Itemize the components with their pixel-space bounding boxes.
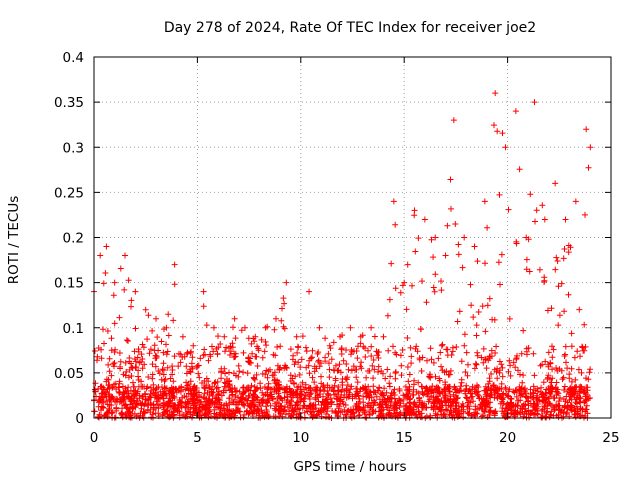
roti-peak-point: [432, 234, 439, 241]
roti-peak-point: [450, 117, 457, 124]
roti-peak-point: [142, 306, 149, 313]
grid-lines: [94, 57, 611, 418]
roti-peak-point: [583, 126, 590, 133]
roti-peak-point: [380, 333, 387, 340]
roti-peak-point: [541, 216, 548, 223]
roti-point-cloud: [91, 122, 594, 421]
y-tick-label: 0: [75, 411, 84, 427]
x-tick-label: 10: [292, 430, 309, 446]
roti-peak-point: [523, 234, 530, 241]
y-tick-label: 0.15: [54, 276, 84, 292]
roti-peak-point: [132, 288, 139, 295]
roti-peak-point: [461, 234, 468, 241]
axis-ticks: [93, 56, 612, 419]
roti-peak-point: [442, 252, 449, 259]
y-tick-label: 0.25: [54, 185, 84, 201]
roti-peak-point: [171, 261, 178, 268]
roti-peak-point: [111, 279, 118, 286]
roti-peak-point: [512, 108, 519, 115]
roti-peak-point: [316, 324, 323, 331]
roti-peak-point: [252, 333, 259, 340]
roti-peak-point: [347, 324, 354, 331]
roti-peak-point: [572, 198, 579, 205]
y-tick-label: 0.1: [63, 321, 84, 337]
roti-peak-point: [357, 333, 364, 340]
roti-peak-point: [179, 333, 186, 340]
roti-peak-point: [390, 198, 397, 205]
roti-peak-point: [97, 252, 104, 259]
y-tick-label: 0.3: [63, 140, 84, 156]
roti-peak-point: [421, 216, 428, 223]
x-tick-label: 25: [602, 430, 619, 446]
roti-peak-point: [401, 279, 408, 286]
roti-peak-point: [293, 333, 300, 340]
x-tick-label: 20: [499, 430, 516, 446]
x-tick-label: 5: [193, 430, 202, 446]
roti-peak-point: [492, 90, 499, 97]
roti-peak-point: [368, 324, 375, 331]
roti-peak-point: [231, 315, 238, 322]
y-tick-label: 0.4: [63, 50, 84, 66]
chart-title: Day 278 of 2024, Rate Of TEC Index for r…: [164, 20, 536, 36]
roti-peak-point: [471, 243, 478, 250]
roti-peak-point: [562, 216, 569, 223]
y-tick-label: 0.05: [54, 366, 84, 382]
roti-peak-point: [221, 333, 228, 340]
x-tick-labels: 0 5 10 15 20 25: [90, 430, 620, 446]
data-points: [91, 90, 594, 421]
roti-peak-point: [241, 324, 248, 331]
roti-peak-point: [411, 207, 418, 214]
roti-peak-point: [531, 99, 538, 106]
roti-peak-point: [326, 342, 333, 349]
roti-peak-point: [163, 324, 170, 331]
roti-peak-point: [481, 198, 488, 205]
roti-peak-point: [210, 324, 217, 331]
plot-frame: [93, 56, 612, 419]
roti-peak-point: [283, 279, 290, 286]
roti-peak-point: [502, 144, 509, 151]
roti-peak-point: [306, 288, 313, 295]
roti-peak-point: [552, 180, 559, 187]
x-tick-label: 0: [90, 430, 99, 446]
y-tick-label: 0.2: [63, 231, 84, 247]
x-axis-label: GPS time / hours: [293, 459, 406, 475]
x-tick-label: 15: [396, 430, 413, 446]
roti-peak-point: [262, 324, 269, 331]
y-tick-label: 0.35: [54, 95, 84, 111]
y-tick-labels: 0 0.05 0.1 0.15 0.2 0.25 0.3 0.35 0.4: [54, 50, 84, 427]
y-axis-label: ROTI / TECUs: [6, 196, 22, 284]
roti-peak-point: [122, 252, 129, 259]
roti-peak-point: [337, 333, 344, 340]
roti-peak-point: [153, 315, 160, 322]
roti-peak-point: [272, 315, 279, 322]
roti-peak-point: [190, 342, 197, 349]
roti-peak-point: [200, 288, 207, 295]
roti-peak-point: [103, 243, 110, 250]
roti-peak-point: [587, 144, 594, 151]
